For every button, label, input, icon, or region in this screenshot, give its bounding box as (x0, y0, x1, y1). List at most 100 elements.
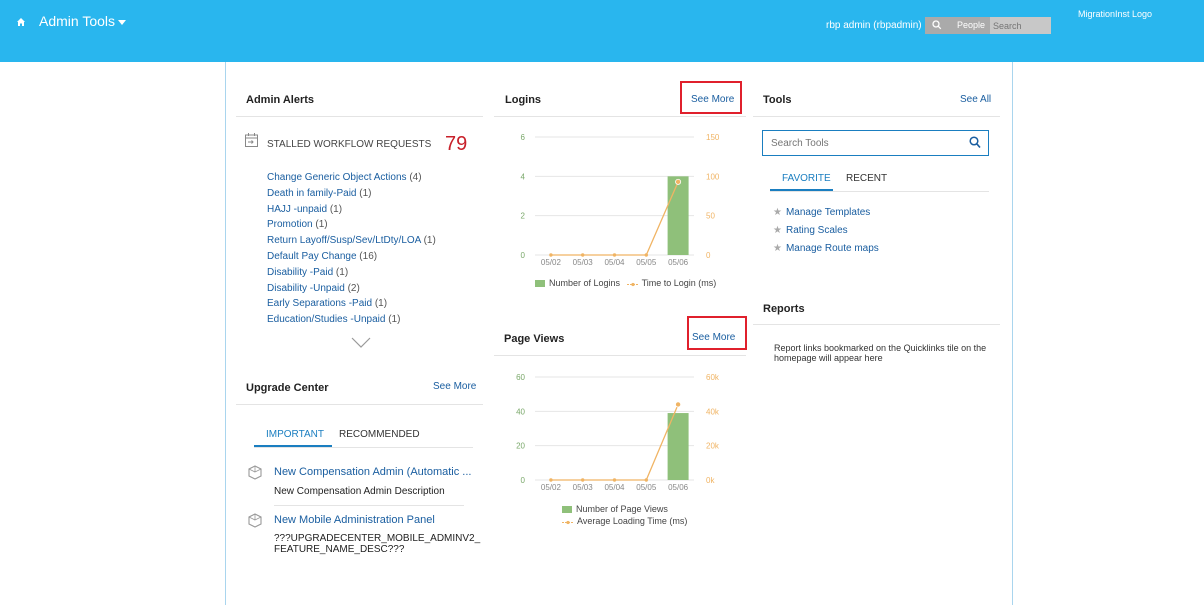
admin-tools-menu[interactable]: Admin Tools (39, 13, 127, 29)
series-line (550, 404, 679, 481)
y2-tick-label: 50 (706, 212, 715, 221)
divider (494, 355, 746, 356)
tab-recommended[interactable]: RECOMMENDED (339, 429, 420, 440)
line-point (581, 478, 585, 482)
home-icon[interactable] (16, 17, 26, 27)
upgrade-center-title: Upgrade Center (246, 382, 329, 394)
line-point (644, 253, 648, 257)
alert-count: (4) (409, 172, 422, 183)
upgrade-item-title[interactable]: New Compensation Admin (Automatic ... (274, 466, 472, 478)
search-input[interactable] (990, 17, 1051, 34)
calendar-icon (245, 133, 258, 147)
y2-tick-label: 100 (706, 172, 720, 181)
x-tick-label: 05/03 (573, 258, 594, 267)
bar (667, 413, 689, 480)
favorite-tool-label: Manage Templates (785, 207, 871, 218)
y-tick-label: 2 (521, 212, 526, 221)
stalled-count[interactable]: 79 (445, 133, 468, 155)
line-point (612, 253, 617, 257)
y-tick-label: 4 (521, 172, 526, 181)
list-item: Return Layoff/Susp/Sev/LtDty/LOA (1) (267, 233, 436, 249)
list-item: Change Generic Object Actions (4) (267, 170, 436, 186)
list-item: Education/Studies -Unpaid (1) (267, 312, 436, 328)
search-icon[interactable] (969, 136, 981, 149)
x-tick-label: 05/02 (541, 483, 562, 492)
tools-search-input[interactable] (762, 130, 989, 156)
alert-link[interactable]: Promotion (267, 219, 313, 231)
search-icon[interactable] (932, 19, 942, 31)
legend-swatch-bar (535, 280, 545, 288)
x-tick-label: 05/04 (604, 483, 625, 492)
list-item: HAJJ -unpaid (1) (267, 202, 436, 218)
upgrade-item-title[interactable]: New Mobile Administration Panel (274, 514, 435, 526)
y2-tick-label: 0 (706, 251, 711, 260)
user-name: rbp admin (rbpadmin) (826, 20, 922, 31)
alert-link[interactable]: Early Separations -Paid (267, 298, 373, 310)
series-line (550, 181, 679, 256)
people-search: People (925, 17, 1051, 34)
legend-label: Time to Login (ms) (641, 278, 717, 288)
alert-count: (1) (329, 203, 343, 215)
alert-link[interactable]: HAJJ -unpaid (267, 203, 328, 215)
page-views-chart: 0 20 40 60 0k 20k 40k 60k 05/02 05/03 05/04 05/05 05… (516, 373, 720, 492)
list-item: Disability -Paid (1) (267, 265, 436, 281)
upgrade-see-more-link[interactable]: See More (433, 381, 477, 392)
legend-label: Average Loading Time (ms) (577, 516, 688, 526)
favorite-tool-label: Rating Scales (785, 225, 848, 236)
alert-count: (16) (359, 250, 378, 262)
chevron-down-icon[interactable] (351, 337, 371, 349)
highlight-box (687, 316, 747, 350)
alert-link[interactable]: Disability -Unpaid (267, 282, 345, 294)
page-views-title: Page Views (504, 333, 565, 345)
favorite-tool-label: Manage Route maps (785, 243, 879, 254)
favorite-tool-item[interactable]: ★ Rating Scales (773, 225, 848, 236)
company-logo: MigrationInst Logo (1078, 9, 1153, 19)
page-views-legend: Average Loading Time (ms) (562, 516, 687, 526)
cube-icon (248, 513, 262, 528)
alert-link[interactable]: Disability -Paid (267, 266, 334, 278)
alert-link[interactable]: Return Layoff/Susp/Sev/LtDty/LOA (267, 235, 421, 247)
tools-title: Tools (763, 94, 792, 106)
legend-swatch-bar (562, 506, 572, 514)
alert-link[interactable]: Education/Studies -Unpaid (267, 314, 386, 326)
divider (494, 116, 746, 117)
favorite-tool-item[interactable]: ★ Manage Templates (773, 207, 870, 218)
page-views-see-more-link[interactable]: See More (692, 332, 736, 343)
divider (753, 324, 1000, 325)
alert-count: (1) (423, 235, 436, 247)
y-tick-label: 20 (516, 442, 525, 451)
alert-list: Change Generic Object Actions (4) Death … (267, 170, 436, 328)
alert-count: (1) (374, 298, 388, 310)
line-point (549, 478, 553, 482)
highlight-box (680, 81, 742, 114)
list-item: Promotion (1) (267, 217, 436, 233)
tab-favorite[interactable]: FAVORITE (782, 173, 831, 184)
y-tick-label: 0 (521, 476, 526, 485)
alert-count: (1) (335, 266, 349, 278)
alert-link[interactable]: Death in family-Paid (267, 187, 357, 199)
star-icon: ★ (773, 243, 782, 254)
alert-link[interactable]: Change Generic Object Actions (267, 172, 407, 183)
user-menu[interactable]: rbp admin (rbpadmin) (826, 20, 933, 31)
list-item: Default Pay Change (16) (267, 249, 436, 265)
legend-swatch-line (626, 280, 639, 287)
upgrade-item-desc: FEATURE_NAME_DESC??? (274, 544, 405, 555)
divider (274, 505, 464, 506)
logins-see-more-link[interactable]: See More (691, 94, 735, 105)
line-point (581, 253, 585, 257)
search-scope[interactable]: People (957, 20, 986, 30)
x-tick-label: 05/05 (636, 258, 657, 267)
tab-recent[interactable]: RECENT (846, 173, 888, 184)
tab-important[interactable]: IMPORTANT (266, 429, 324, 440)
alert-link[interactable]: Default Pay Change (267, 250, 357, 262)
bar (667, 176, 689, 255)
legend-swatch-line (562, 518, 574, 525)
alert-count: (1) (388, 314, 401, 326)
tools-see-all-link[interactable]: See All (960, 94, 992, 105)
x-tick-label: 05/06 (668, 483, 689, 492)
favorite-tool-item[interactable]: ★ Manage Route maps (773, 243, 879, 254)
active-tab-indicator (770, 189, 833, 191)
x-tick-label: 05/05 (636, 483, 657, 492)
divider (236, 404, 483, 405)
y2-tick-label: 0k (706, 476, 715, 485)
